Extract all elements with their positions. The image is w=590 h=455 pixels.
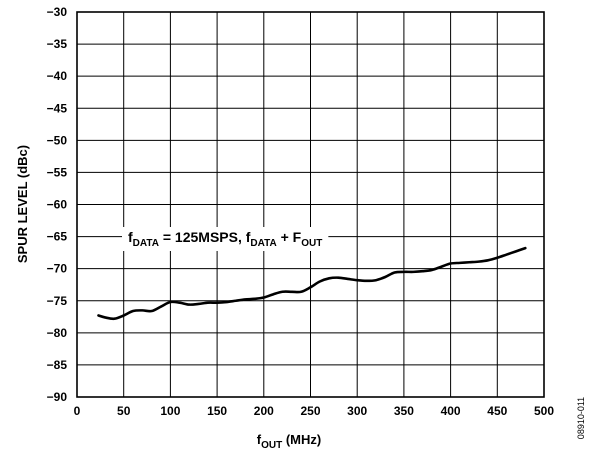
series-line [97,246,527,321]
y-tick-label: −70 [47,262,68,276]
x-tick-label: 250 [300,404,320,418]
x-tick-label: 450 [487,404,507,418]
annotation-background [122,227,329,251]
y-tick-label: −60 [47,198,68,212]
y-tick-label: −75 [47,294,68,308]
y-tick-label: −40 [47,69,68,83]
x-tick-label: 500 [534,404,554,418]
y-tick-label: −55 [47,165,68,179]
x-tick-label: 350 [394,404,414,418]
y-tick-label: −90 [47,390,68,404]
y-tick-label: −65 [47,230,68,244]
x-tick-label: 50 [117,404,131,418]
x-tick-label: 150 [207,404,227,418]
plot-frame [76,11,545,398]
y-tick-label: −45 [47,101,68,115]
figure-id: 08910-011 [576,397,586,439]
grid-lines [77,12,544,397]
y-tick-label: −85 [47,358,68,372]
x-tick-label: 200 [254,404,274,418]
x-tick-label: 100 [160,404,180,418]
y-tick-label: −30 [47,5,68,19]
y-tick-label: −80 [47,326,68,340]
y-axis-title: SPUR LEVEL (dBc) [15,145,30,263]
y-tick-labels: −30 −35 −40 −45 −50 −55 −60 −65 −70 −75 −80 −85 −90 [47,5,68,404]
x-tick-label: 400 [441,404,461,418]
x-tick-label: 300 [347,404,367,418]
y-tick-label: −50 [47,133,68,147]
annotation-label: fDATA = 125MSPS, fDATA + FOUT [128,229,322,249]
y-tick-label: −35 [47,37,68,51]
x-tick-labels: 0 50 100 150 200 250 300 350 400 450 500 [74,404,555,418]
x-axis-title: fOUT (MHz) [257,432,321,451]
x-tick-label: 0 [74,404,81,418]
